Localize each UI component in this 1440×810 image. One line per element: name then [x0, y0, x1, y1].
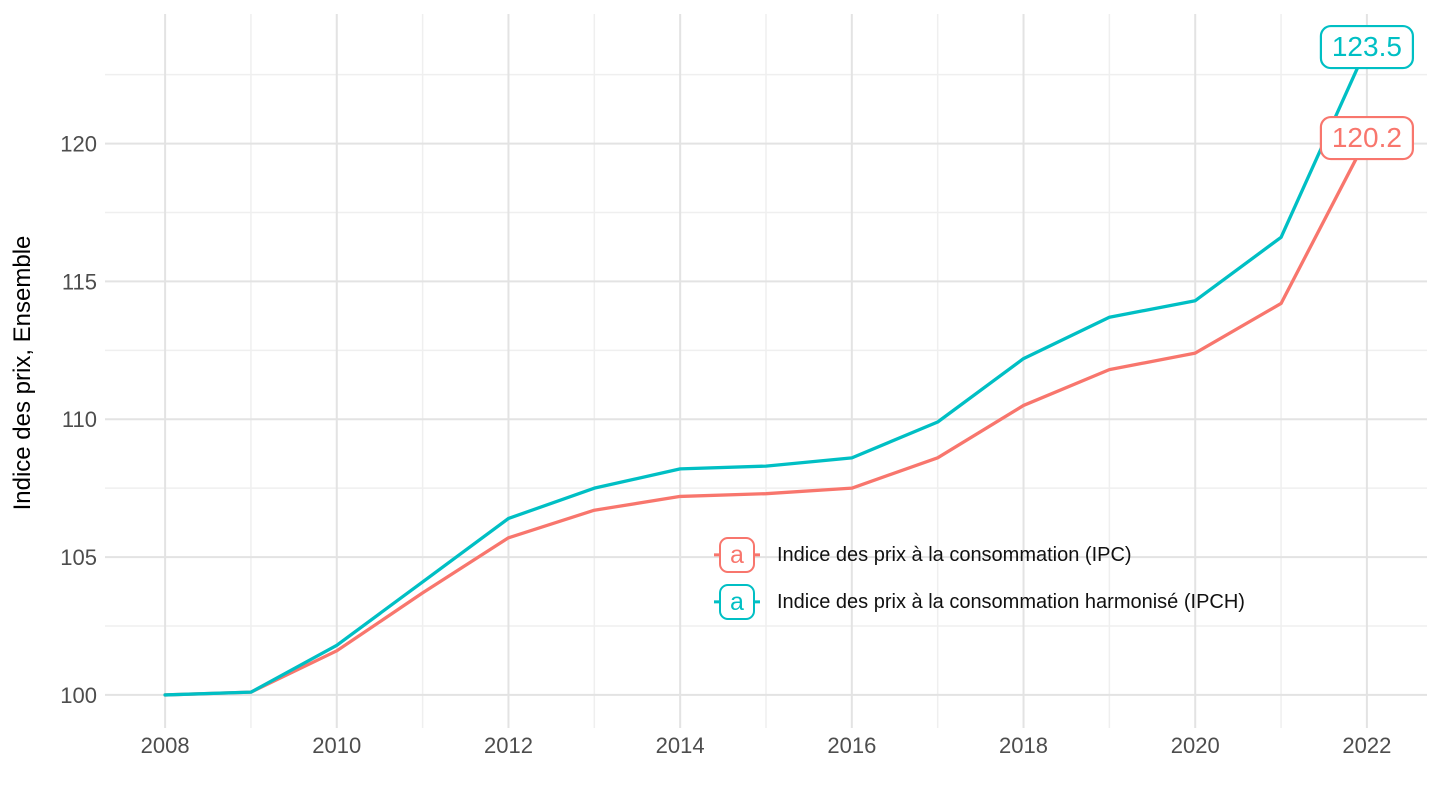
series-line-ipch — [163, 45, 1369, 697]
end-label-text-ipch: 123.5 — [1332, 31, 1402, 62]
x-tick-label: 2018 — [999, 733, 1048, 758]
legend-key-ipch: a — [714, 584, 760, 620]
end-label-ipc: 120.2 — [1319, 115, 1415, 161]
legend-key-glyph-ipch: a — [730, 587, 744, 616]
y-tick-label: 115 — [62, 269, 97, 294]
legend-key-box-ipch: a — [719, 584, 755, 620]
gridlines-major — [105, 14, 1427, 728]
x-tick-label: 2012 — [484, 733, 533, 758]
x-tick-label: 2008 — [141, 733, 190, 758]
x-axis-tick-labels: 2008 2010 2012 2014 2016 2018 2020 2022 — [141, 733, 1392, 758]
legend-item-ipc: a Indice des prix à la consommation (IPC… — [714, 534, 1245, 576]
legend-key-glyph-ipc: a — [730, 540, 744, 569]
end-label-ipch: 123.5 — [1319, 24, 1415, 70]
y-tick-label: 120 — [60, 132, 97, 157]
series-end-labels: 120.2 123.5 — [1319, 24, 1415, 161]
y-axis-title: Indice des prix, Ensemble — [9, 235, 36, 511]
end-label-box-ipch — [1319, 24, 1415, 70]
x-tick-label: 2016 — [827, 733, 876, 758]
legend-item-ipch: a Indice des prix à la consommation harm… — [714, 581, 1245, 623]
y-tick-label: 100 — [60, 683, 97, 708]
x-tick-label: 2010 — [312, 733, 361, 758]
legend-key-box-ipc: a — [719, 537, 755, 573]
y-axis-tick-labels: 100 105 110 115 120 — [60, 132, 97, 708]
x-tick-label: 2014 — [656, 733, 705, 758]
legend-label-ipc: Indice des prix à la consommation (IPC) — [777, 543, 1132, 566]
x-tick-label: 2022 — [1342, 733, 1391, 758]
end-label-box-ipc — [1319, 115, 1415, 161]
legend: a Indice des prix à la consommation (IPC… — [714, 534, 1245, 623]
legend-key-ipc: a — [714, 537, 760, 573]
legend-label-ipch: Indice des prix à la consommation harmon… — [777, 590, 1245, 613]
series-line-ipc — [163, 136, 1369, 697]
x-tick-label: 2020 — [1171, 733, 1220, 758]
series-lines — [163, 45, 1369, 697]
y-tick-label: 110 — [62, 407, 97, 432]
y-tick-label: 105 — [60, 545, 97, 570]
end-label-text-ipc: 120.2 — [1332, 122, 1402, 153]
